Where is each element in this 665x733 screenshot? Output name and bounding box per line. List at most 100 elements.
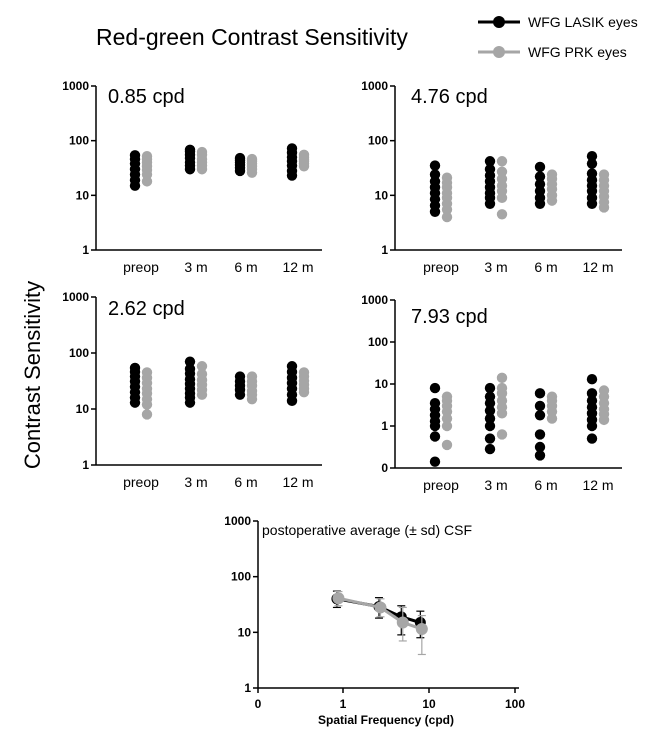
data-point-prk: [496, 429, 508, 440]
x-category-label: 3 m: [484, 477, 507, 493]
y-tick-label: 1: [82, 458, 89, 472]
x-category-label: preop: [123, 259, 159, 275]
data-point-lasik: [429, 169, 441, 180]
y-tick-label: 10: [375, 188, 389, 202]
legend-lasik-marker: [493, 16, 505, 28]
data-point-lasik: [286, 143, 298, 154]
data-point-lasik: [586, 388, 598, 399]
data-point-prk: [441, 439, 453, 451]
data-point-lasik: [429, 160, 441, 171]
data-point-prk: [496, 209, 508, 220]
x-axis-label: Spatial Frequency (cpd): [318, 713, 454, 727]
data-point-lasik: [534, 410, 546, 421]
y-tick-label: 1000: [62, 79, 89, 93]
data-point-prk: [546, 169, 558, 180]
y-tick-label: 10: [238, 625, 252, 639]
data-point-prk: [298, 149, 310, 161]
data-point-lasik: [429, 431, 441, 442]
chart-note: postoperative average (± sd) CSF: [262, 522, 472, 538]
data-point-prk: [196, 146, 208, 158]
y-tick-label: 1000: [361, 293, 388, 307]
x-category-label: 3 m: [184, 474, 207, 490]
panel-title: 2.62 cpd: [108, 298, 185, 320]
data-point-lasik: [484, 164, 496, 175]
data-point-lasik: [484, 433, 496, 444]
data-point-prk: [496, 173, 508, 185]
data-point-prk: [141, 367, 153, 378]
data-point-lasik: [484, 405, 496, 417]
y-tick-label: 1: [244, 681, 251, 695]
data-point-lasik: [586, 395, 598, 406]
x-tick-label: 10: [422, 697, 436, 711]
y-tick-label: 0: [381, 461, 388, 475]
panel-4-76-cpd: 1 10 100 1000 preop 3 m 6 m 12 m 4.76 cpd: [361, 79, 622, 275]
x-category-label: 6 m: [534, 259, 557, 275]
data-point-prk: [496, 166, 508, 177]
y-axis-label: Contrast Sensitivity: [20, 281, 45, 469]
y-tick-label: 100: [69, 134, 89, 148]
data-point-prk: [141, 409, 153, 420]
data-point-lasik: [184, 356, 196, 367]
data-point-lasik: [586, 158, 598, 169]
y-tick-label: 1: [381, 419, 388, 433]
data-point-lasik: [534, 441, 546, 453]
x-category-label: 6 m: [234, 474, 257, 490]
y-tick-label: 10: [76, 188, 90, 202]
legend-lasik-label: WFG LASIK eyes: [528, 14, 638, 30]
data-point-prk: [396, 616, 409, 629]
data-point-lasik: [184, 363, 196, 375]
legend-prk-label: WFG PRK eyes: [528, 44, 627, 60]
data-point-lasik: [234, 152, 246, 164]
data-point-lasik: [429, 382, 441, 394]
data-point-lasik: [534, 178, 546, 190]
x-category-label: preop: [423, 259, 459, 275]
data-point-prk: [496, 156, 508, 167]
data-point-prk: [496, 382, 508, 394]
data-point-prk: [441, 172, 453, 183]
panel-title: 4.76 cpd: [411, 86, 488, 108]
data-point-prk: [415, 622, 428, 635]
panel-2-62-cpd: 1 10 100 1000 preop 3 m 6 m 12 m 2.62 cpd: [62, 290, 322, 490]
y-tick-label: 10: [76, 402, 90, 416]
panel-7-93-cpd: 0 1 10 100 1000 preop 3 m 6 m 12 m 7.93 cpd: [361, 293, 622, 493]
data-point-prk: [441, 420, 453, 432]
y-tick-label: 1000: [361, 79, 388, 93]
data-point-lasik: [129, 150, 141, 161]
data-point-prk: [246, 153, 258, 165]
data-point-lasik: [484, 443, 496, 455]
data-point-lasik: [484, 420, 496, 432]
x-category-label: 12 m: [582, 477, 613, 493]
legend-prk-marker: [493, 46, 505, 58]
y-tick-label: 100: [231, 570, 251, 584]
data-point-prk: [598, 385, 610, 396]
figure-title: Red-green Contrast Sensitivity: [96, 24, 408, 50]
panel-title: 7.93 cpd: [411, 306, 488, 328]
data-point-lasik: [184, 144, 196, 156]
x-category-label: preop: [123, 474, 159, 490]
y-tick-label: 1: [82, 243, 89, 257]
y-tick-label: 100: [368, 134, 388, 148]
data-point-prk: [598, 169, 610, 180]
y-tick-label: 1000: [62, 290, 89, 304]
data-point-lasik: [534, 388, 546, 399]
y-tick-label: 10: [375, 377, 389, 391]
data-point-lasik: [484, 391, 496, 402]
x-category-label: 6 m: [234, 259, 257, 275]
data-point-prk: [441, 211, 453, 223]
x-category-label: 3 m: [184, 259, 207, 275]
data-point-prk: [496, 372, 508, 384]
y-tick-label: 1000: [224, 514, 251, 528]
data-point-lasik: [534, 429, 546, 440]
legend: WFG LASIK eyes WFG PRK eyes: [478, 14, 638, 60]
x-category-label: 12 m: [282, 474, 313, 490]
data-point-prk: [441, 391, 453, 402]
data-point-lasik: [586, 374, 598, 385]
y-tick-label: 100: [368, 335, 388, 349]
panel-0-85-cpd: 1 10 100 1000 preop 3 m 6 m 12 m 0.85 cpd: [62, 79, 322, 275]
series-line-prk: [338, 596, 423, 631]
data-point-lasik: [234, 371, 246, 382]
x-tick-label: 100: [505, 697, 525, 711]
data-point-lasik: [484, 382, 496, 394]
data-point-lasik: [586, 433, 598, 444]
